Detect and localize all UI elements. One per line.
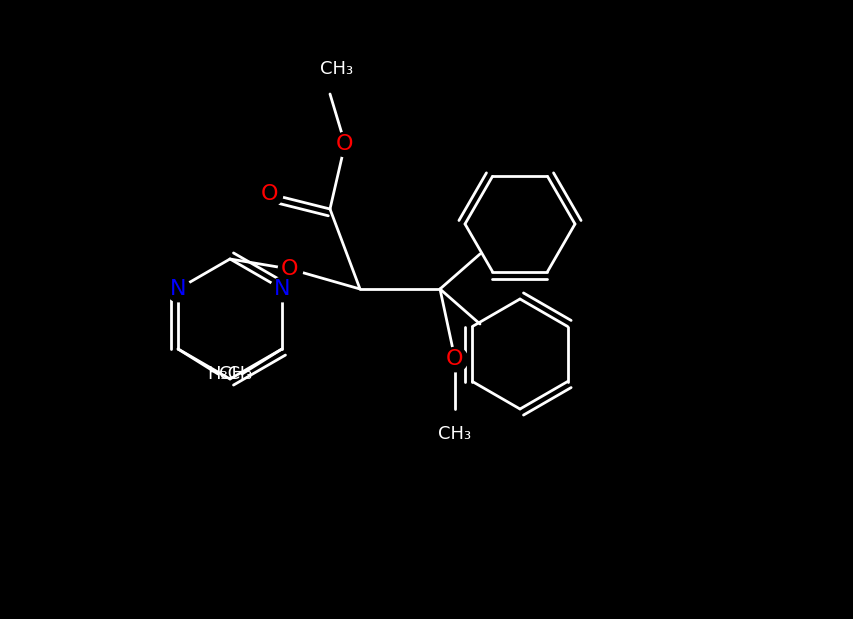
Text: O: O bbox=[336, 134, 353, 154]
Text: O: O bbox=[261, 184, 278, 204]
Text: N: N bbox=[274, 279, 290, 299]
Text: CH₃: CH₃ bbox=[438, 425, 471, 443]
Text: H₃C: H₃C bbox=[207, 365, 241, 383]
Text: CH₃: CH₃ bbox=[219, 365, 252, 383]
Text: O: O bbox=[281, 259, 299, 279]
Text: O: O bbox=[446, 349, 463, 369]
Text: N: N bbox=[170, 279, 186, 299]
Text: CH₃: CH₃ bbox=[320, 60, 353, 78]
